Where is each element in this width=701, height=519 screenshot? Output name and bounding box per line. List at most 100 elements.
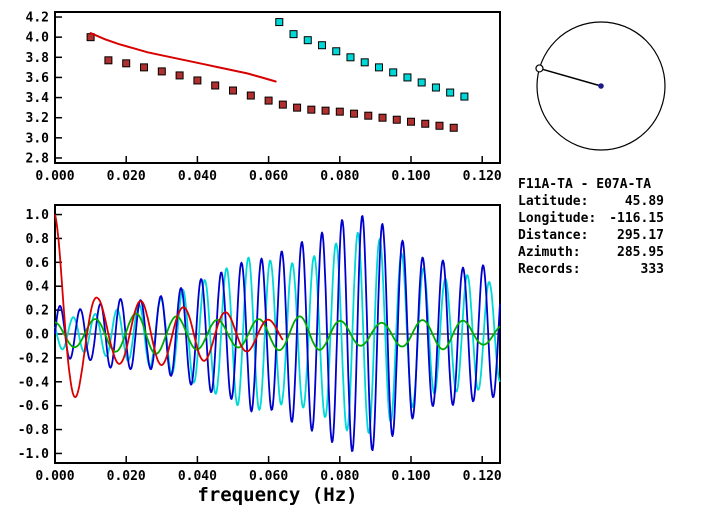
cyan-dispersion-branch-marker (431, 83, 440, 92)
longitude-label: Longitude: (518, 211, 597, 226)
azimuth-value: 285.95 (617, 245, 664, 260)
y-tick-label: 3.2 (26, 111, 49, 126)
cyan-dispersion-branch-marker (360, 58, 369, 67)
x-tick-label: 0.100 (391, 469, 430, 484)
blue-trace (54, 215, 501, 452)
cyan-dispersion-branch-marker (275, 18, 284, 27)
y-tick-label: 3.8 (26, 51, 50, 66)
info-row-longitude: Longitude: -116.15 (518, 210, 664, 227)
y-tick-label: 0.6 (26, 256, 50, 271)
red-dispersion-branch-marker (193, 76, 202, 85)
red-dispersion-branch-marker (211, 81, 220, 90)
red-dispersion-branch-marker (335, 107, 344, 116)
y-tick-label: 1.0 (26, 208, 50, 223)
info-row-azimuth: Azimuth: 285.95 (518, 244, 664, 261)
cyan-dispersion-branch-marker (303, 36, 312, 45)
y-tick-label: 0.2 (26, 304, 49, 319)
red-dispersion-branch-marker (293, 103, 302, 112)
y-tick-label: 0.0 (26, 328, 50, 343)
plot-frame (54, 11, 501, 164)
x-tick-label: 0.120 (463, 169, 502, 184)
azimuth-end-marker (535, 64, 544, 73)
azimuth-circle (536, 21, 666, 151)
azimuth-label: Azimuth: (518, 245, 581, 260)
y-tick-label: 3.0 (26, 131, 50, 146)
records-value: 333 (640, 262, 664, 277)
red-dispersion-branch-marker (229, 86, 237, 95)
y-tick-label: 0.4 (26, 280, 50, 295)
x-axis-title: frequency (Hz) (197, 484, 357, 506)
distance-value: 295.17 (617, 228, 664, 243)
info-row-distance: Distance: 295.17 (518, 227, 664, 244)
cyan-dispersion-branch-marker (460, 92, 469, 101)
y-tick-label: 0.8 (26, 232, 50, 247)
red-dispersion-branch-marker (321, 106, 330, 115)
x-tick-label: 0.060 (249, 169, 288, 184)
red-dispersion-branch-marker (392, 115, 401, 124)
y-tick-label: 3.4 (26, 91, 50, 106)
longitude-value: -116.15 (609, 211, 664, 226)
x-tick-label: 0.080 (320, 169, 359, 184)
x-tick-label: 0.000 (35, 169, 74, 184)
records-label: Records: (518, 262, 581, 277)
y-tick-label: -0.4 (18, 375, 49, 390)
x-tick-label: 0.040 (178, 469, 217, 484)
cyan-dispersion-branch-marker (346, 53, 355, 62)
red-dispersion-branch-marker (140, 63, 148, 72)
y-tick-label: -0.2 (18, 351, 49, 366)
y-tick-label: 3.6 (26, 71, 50, 86)
station-info-panel: F11A-TA - E07A-TA Latitude: 45.89 Longit… (518, 176, 664, 278)
green-trace (54, 312, 501, 355)
distance-label: Distance: (518, 228, 589, 243)
x-tick-label: 0.000 (35, 469, 74, 484)
red-dispersion-branch-marker (175, 71, 184, 80)
x-tick-label: 0.120 (463, 469, 502, 484)
y-tick-label: -0.6 (18, 399, 49, 414)
azimuth-pointer-line (539, 67, 602, 87)
red-reference-curve (89, 32, 277, 83)
red-dispersion-branch-marker (157, 67, 166, 76)
x-tick-label: 0.020 (107, 469, 146, 484)
latitude-value: 45.89 (624, 194, 664, 209)
x-tick-label: 0.060 (249, 469, 288, 484)
info-row-records: Records: 333 (518, 261, 664, 278)
azimuth-diagram (535, 21, 666, 151)
y-tick-label: 4.0 (26, 31, 50, 46)
red-dispersion-branch-marker (350, 109, 359, 118)
red-dispersion-branch-marker (264, 96, 273, 105)
red-dispersion-branch-marker (449, 123, 458, 132)
red-dispersion-branch-marker (364, 111, 373, 120)
red-dispersion-branch-marker (407, 117, 415, 126)
x-tick-label: 0.040 (178, 169, 217, 184)
station-pair-title: F11A-TA - E07A-TA (518, 177, 652, 192)
latitude-label: Latitude: (518, 194, 589, 209)
azimuth-center-dot (598, 83, 604, 89)
red-dispersion-branch-marker (122, 59, 131, 68)
x-tick-label: 0.100 (391, 169, 430, 184)
cyan-dispersion-branch-marker (332, 47, 341, 56)
cyan-dispersion-branch-marker (417, 78, 426, 87)
cyan-dispersion-branch-marker (446, 88, 455, 97)
red-dispersion-branch-marker (378, 113, 387, 122)
red-dispersion-branch-marker (307, 105, 316, 114)
cyan-dispersion-branch-marker (289, 30, 298, 39)
red-trace (54, 214, 284, 399)
cyan-dispersion-branch-marker (318, 41, 326, 50)
dispersion-plot: 0.000 0.020 0.040 0.060 0.080 0.100 0.120 2.8 3.… (26, 11, 502, 184)
y-tick-label: 4.2 (26, 11, 49, 26)
spectrum-plot: 0.000 0.020 0.040 0.060 0.080 0.100 0.120 1.0 0.… (18, 204, 502, 506)
red-dispersion-branch-marker (278, 100, 287, 109)
red-dispersion-branch-marker (104, 56, 113, 65)
red-dispersion-branch-marker (246, 91, 255, 100)
red-dispersion-branch-marker (435, 121, 444, 130)
y-tick-label: -1.0 (18, 447, 49, 462)
y-tick-label: 2.8 (26, 151, 50, 166)
cyan-dispersion-branch-marker (403, 73, 412, 82)
x-tick-label: 0.080 (320, 469, 359, 484)
cyan-dispersion-branch-marker (374, 63, 383, 72)
red-dispersion-branch-marker (421, 119, 430, 128)
y-tick-label: -0.8 (18, 423, 49, 438)
info-row-latitude: Latitude: 45.89 (518, 193, 664, 210)
